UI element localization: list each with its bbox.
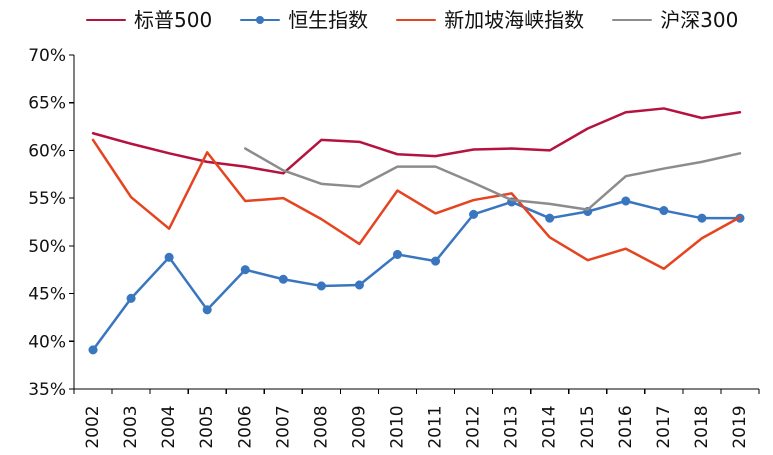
x-tick-label: 2012 [464,405,484,448]
data-point-hang-seng [392,249,403,259]
chart-legend: 标普500 恒生指数 新加坡海峡指数 沪深300 [86,10,738,30]
legend-swatch-straits-times [396,14,437,26]
data-point-hang-seng [316,281,326,291]
data-point-hang-seng [354,280,364,290]
series-straits-times [91,138,742,271]
legend-swatch-sp500 [86,14,126,26]
legend-marker-hang-seng [256,16,265,24]
series-sp500 [91,107,742,175]
x-tick-label: 2006 [235,405,255,448]
series-hang-seng [88,196,745,355]
x-tick-label: 2015 [578,405,598,448]
x-tick-label: 2018 [692,405,712,448]
data-point-hang-seng [202,305,212,315]
legend-item-csi300: 沪深300 [612,10,738,30]
x-tick-label: 2016 [616,405,636,448]
x-tick-label: 2010 [387,405,407,448]
x-tick-label: 2003 [121,405,141,448]
data-point-hang-seng [697,213,707,223]
data-point-hang-seng [88,345,98,355]
y-tick-label: 40% [28,332,66,352]
legend-item-straits-times: 新加坡海峡指数 [396,10,584,30]
data-point-hang-seng [164,252,174,262]
axes-group: 35% 40% 45% 50% 55% 60% 65% 70% 2002 2003 2004 2005… [28,46,760,449]
y-tick-label: 45% [28,285,66,305]
legend-label-straits-times: 新加坡海峡指数 [444,8,585,32]
legend-line-straits-times [396,19,437,21]
legend-line-csi300 [612,19,653,21]
x-tick-label: 2007 [273,405,293,448]
x-tick-label: 2014 [540,405,560,448]
legend-label-sp500: 标普500 [134,8,213,32]
x-tick-label: 2008 [311,405,331,448]
series-line-hang-seng [91,199,742,352]
y-tick-label: 55% [28,189,66,209]
series-line-csi300 [244,147,742,211]
legend-item-sp500: 标普500 [86,10,212,30]
y-tick-label: 50% [28,237,66,257]
series-csi300 [244,147,742,211]
data-point-hang-seng [621,196,631,206]
x-tick-label: 2017 [654,405,674,448]
y-tick-label: 35% [28,380,66,400]
x-tick-label: 2011 [426,405,446,448]
series-group [88,107,745,355]
legend-swatch-hang-seng [240,14,281,26]
x-tick-label: 2013 [502,405,522,448]
legend-label-hang-seng: 恒生指数 [288,8,369,32]
series-line-straits-times [91,138,742,271]
x-tick-label: 2005 [197,405,217,448]
legend-item-hang-seng: 恒生指数 [240,10,368,30]
y-tick-label: 70% [28,46,66,66]
data-point-hang-seng [469,209,479,219]
data-point-hang-seng [545,213,555,223]
series-line-sp500 [91,107,742,175]
x-tick-label: 2004 [159,405,179,448]
x-tick-label: 2002 [83,405,103,448]
legend-label-csi300: 沪深300 [660,8,739,32]
data-point-hang-seng [278,274,288,284]
data-point-hang-seng [126,293,136,303]
x-tick-label: 2019 [730,405,750,448]
legend-line-sp500 [86,19,126,21]
x-tick-label: 2009 [349,405,369,448]
data-point-hang-seng [659,205,669,216]
data-point-hang-seng [430,256,441,266]
y-tick-label: 65% [28,94,66,114]
y-tick-label: 60% [28,141,66,161]
legend-swatch-csi300 [612,14,653,26]
data-point-hang-seng [240,265,250,275]
